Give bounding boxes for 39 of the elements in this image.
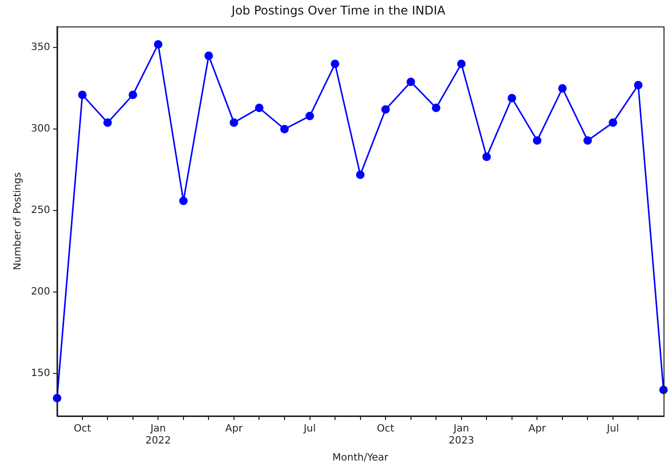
point xyxy=(482,152,491,162)
point xyxy=(78,90,87,100)
point xyxy=(508,94,516,102)
point xyxy=(634,80,642,90)
point xyxy=(356,170,365,179)
point xyxy=(457,60,466,68)
y-tick-label: 300 xyxy=(30,124,50,135)
chart-title: Job Postings Over Time in the INDIA xyxy=(230,3,446,18)
y-tick-label: 250 xyxy=(30,205,50,216)
y-tick-label: 150 xyxy=(30,368,50,380)
x-tick-label: Jul xyxy=(302,424,316,435)
point xyxy=(583,136,592,145)
y-tick-label: 350 xyxy=(30,42,50,54)
point xyxy=(254,104,264,112)
x-tick-label: Jan 2023 xyxy=(448,424,474,447)
point xyxy=(306,112,314,120)
point xyxy=(406,78,416,86)
x-tick-label: Oct xyxy=(376,424,394,435)
point xyxy=(280,124,289,134)
point xyxy=(432,104,440,112)
point xyxy=(381,105,390,114)
x-tick-label: Jul xyxy=(606,424,620,435)
point xyxy=(103,118,112,127)
y-tick-label: 200 xyxy=(30,286,50,298)
x-tick-label: Jan 2022 xyxy=(145,424,171,447)
x-tick-label: Apr xyxy=(225,424,244,435)
point xyxy=(532,136,542,145)
point xyxy=(128,90,138,100)
x-tick-label: Oct xyxy=(74,424,92,435)
point xyxy=(558,84,567,93)
point xyxy=(230,118,238,127)
point xyxy=(179,196,188,206)
point xyxy=(204,51,213,60)
x-tick-label: Apr xyxy=(528,424,547,435)
point xyxy=(608,118,618,127)
x-axis-title: Month/Year xyxy=(332,452,390,464)
point xyxy=(330,60,340,68)
y-axis-title: Number of Postings xyxy=(12,172,24,270)
point xyxy=(154,40,162,49)
